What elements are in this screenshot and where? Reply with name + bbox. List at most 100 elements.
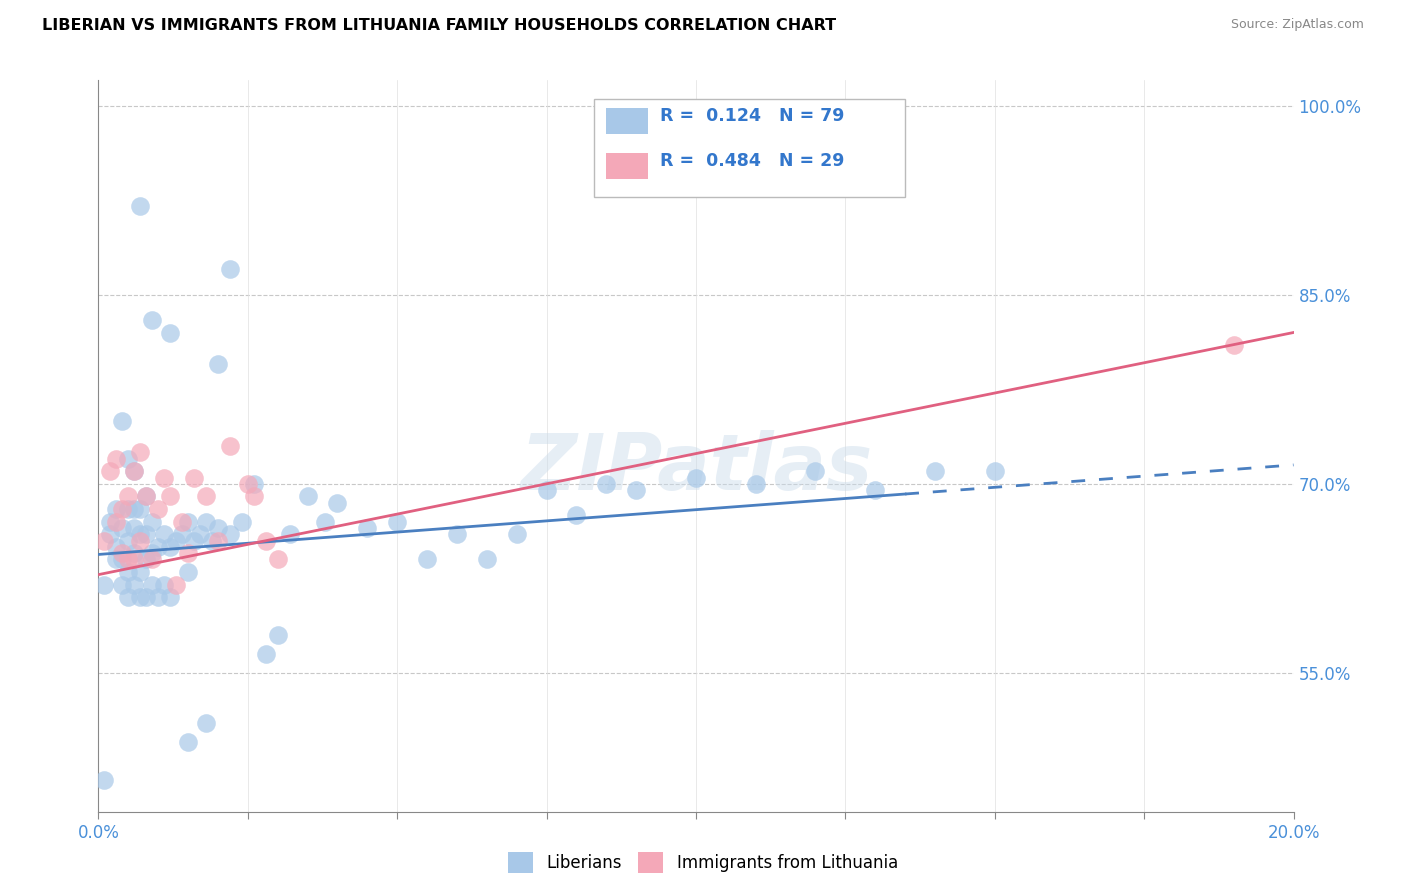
Point bbox=[124, 521, 146, 535]
Point bbox=[105, 502, 128, 516]
Point bbox=[98, 464, 122, 478]
Point bbox=[243, 476, 266, 491]
Point bbox=[236, 476, 259, 491]
FancyBboxPatch shape bbox=[606, 108, 648, 134]
Point bbox=[297, 490, 319, 504]
Point bbox=[98, 527, 122, 541]
Point bbox=[177, 735, 200, 749]
Point bbox=[124, 578, 146, 592]
Point bbox=[135, 552, 157, 566]
Point bbox=[565, 508, 588, 523]
Point bbox=[135, 527, 157, 541]
Point bbox=[243, 490, 266, 504]
Point bbox=[135, 490, 157, 504]
Point bbox=[98, 515, 122, 529]
Point bbox=[111, 546, 134, 560]
Point bbox=[195, 515, 218, 529]
Text: LIBERIAN VS IMMIGRANTS FROM LITHUANIA FAMILY HOUSEHOLDS CORRELATION CHART: LIBERIAN VS IMMIGRANTS FROM LITHUANIA FA… bbox=[42, 18, 837, 33]
Point bbox=[385, 515, 409, 529]
Point bbox=[148, 502, 170, 516]
Point bbox=[177, 515, 200, 529]
Point bbox=[356, 521, 378, 535]
Point bbox=[129, 533, 152, 548]
Point bbox=[183, 470, 205, 484]
Point bbox=[153, 527, 176, 541]
Text: R =  0.124   N = 79: R = 0.124 N = 79 bbox=[661, 107, 845, 125]
FancyBboxPatch shape bbox=[595, 99, 905, 197]
Point bbox=[984, 464, 1007, 478]
Point bbox=[159, 326, 181, 340]
Point bbox=[595, 476, 617, 491]
Point bbox=[267, 628, 290, 642]
Point bbox=[93, 533, 115, 548]
Point bbox=[475, 552, 498, 566]
Point bbox=[129, 199, 152, 213]
Point bbox=[685, 470, 707, 484]
Point bbox=[207, 521, 229, 535]
Point bbox=[111, 502, 134, 516]
Point bbox=[129, 591, 152, 605]
Point bbox=[172, 527, 194, 541]
Point bbox=[231, 515, 253, 529]
Point bbox=[177, 565, 200, 579]
Point bbox=[135, 490, 157, 504]
Point bbox=[278, 527, 301, 541]
Point bbox=[141, 578, 163, 592]
Point bbox=[1223, 338, 1246, 352]
Point bbox=[626, 483, 648, 497]
Point bbox=[148, 591, 170, 605]
Point bbox=[117, 552, 139, 566]
Point bbox=[177, 546, 200, 560]
Legend: Liberians, Immigrants from Lithuania: Liberians, Immigrants from Lithuania bbox=[502, 846, 904, 880]
Point bbox=[207, 533, 229, 548]
Point bbox=[153, 578, 176, 592]
Point bbox=[111, 578, 134, 592]
Text: Source: ZipAtlas.com: Source: ZipAtlas.com bbox=[1230, 18, 1364, 31]
Point bbox=[105, 552, 128, 566]
Point bbox=[219, 262, 242, 277]
Point bbox=[111, 521, 134, 535]
FancyBboxPatch shape bbox=[606, 153, 648, 179]
Point bbox=[105, 515, 128, 529]
Point bbox=[117, 502, 139, 516]
Point bbox=[188, 527, 211, 541]
Point bbox=[105, 540, 128, 554]
Point bbox=[141, 546, 163, 560]
Point bbox=[129, 445, 152, 459]
Point bbox=[195, 716, 218, 731]
Point bbox=[326, 496, 349, 510]
Point bbox=[219, 439, 242, 453]
Point bbox=[506, 527, 529, 541]
Point bbox=[111, 552, 134, 566]
Point bbox=[865, 483, 887, 497]
Point bbox=[254, 647, 277, 661]
Point bbox=[117, 591, 139, 605]
Point bbox=[135, 591, 157, 605]
Point bbox=[159, 540, 181, 554]
Point bbox=[117, 533, 139, 548]
Point bbox=[141, 515, 163, 529]
Point bbox=[267, 552, 290, 566]
Point bbox=[124, 546, 146, 560]
Point bbox=[124, 464, 146, 478]
Point bbox=[141, 552, 163, 566]
Point bbox=[745, 476, 768, 491]
Point bbox=[148, 540, 170, 554]
Point bbox=[924, 464, 946, 478]
Point bbox=[93, 578, 115, 592]
Point bbox=[195, 490, 218, 504]
Point bbox=[315, 515, 337, 529]
Point bbox=[117, 565, 139, 579]
Point bbox=[416, 552, 439, 566]
Point bbox=[159, 591, 181, 605]
Point bbox=[117, 490, 139, 504]
Point bbox=[219, 527, 242, 541]
Point bbox=[141, 313, 163, 327]
Point bbox=[165, 533, 187, 548]
Point bbox=[254, 533, 277, 548]
Point bbox=[117, 451, 139, 466]
Point bbox=[129, 527, 152, 541]
Point bbox=[93, 773, 115, 788]
Point bbox=[159, 490, 181, 504]
Text: ZIPatlas: ZIPatlas bbox=[520, 430, 872, 506]
